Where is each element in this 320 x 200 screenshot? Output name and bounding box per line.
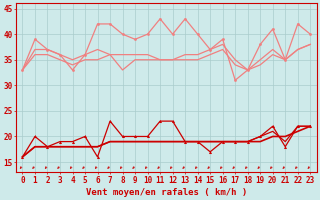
X-axis label: Vent moyen/en rafales ( km/h ): Vent moyen/en rafales ( km/h ) xyxy=(86,188,247,197)
